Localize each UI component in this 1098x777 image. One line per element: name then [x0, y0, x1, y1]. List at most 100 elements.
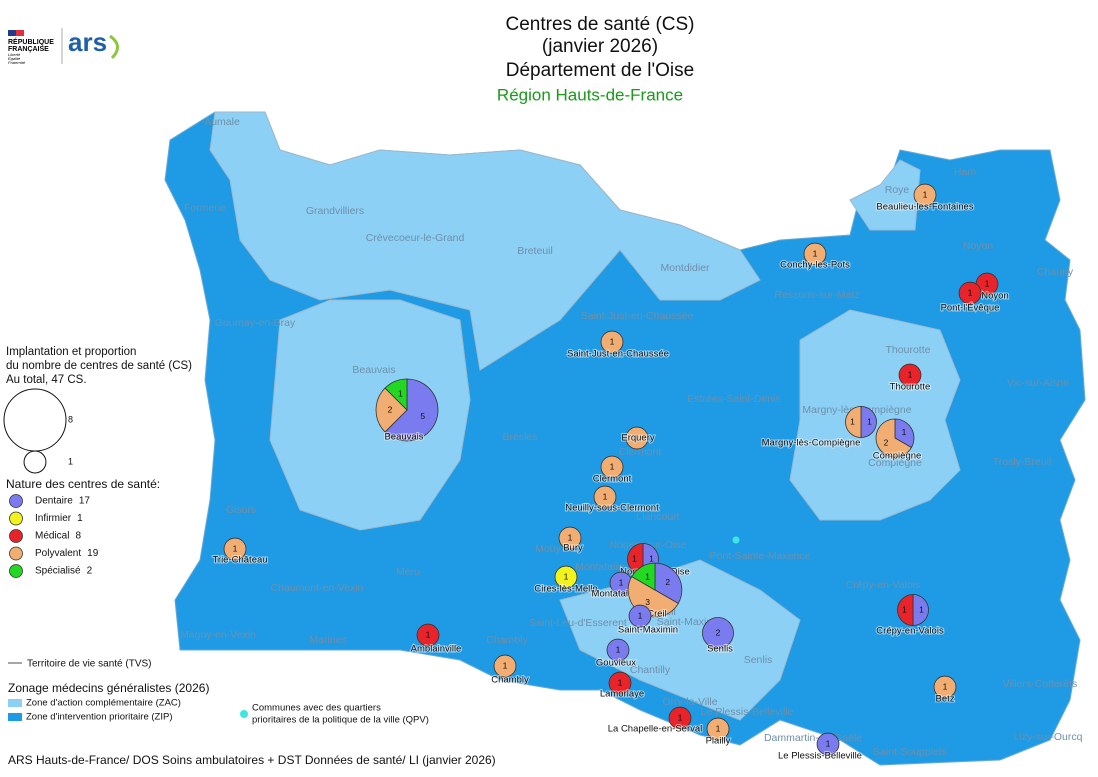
title-line: (janvier 2026) — [542, 36, 658, 57]
logo-swoosh — [109, 34, 119, 60]
centre-label: Amblainville — [411, 644, 462, 655]
logo-republique: RÉPUBLIQUE FRANÇAISE Liberté Égalité Fra… — [8, 27, 119, 65]
size-legend-title: Au total, 47 CS. — [6, 374, 87, 386]
region-title: Région Hauts-de-France — [497, 85, 683, 104]
centre-label: Crépy-en-Valois — [876, 626, 944, 637]
zac-zone — [209, 111, 761, 371]
pie-slice — [375, 387, 408, 433]
centre: 1 Noyon — [975, 272, 1010, 303]
slice-count: 1 — [610, 336, 615, 346]
territory-label: Saint-Soupplets — [873, 746, 947, 758]
centre-label: Pont-l'Évêque — [941, 303, 1000, 314]
territory-label: Crèvecoeur-le-Grand — [366, 232, 465, 244]
centre-label: Beauvais — [384, 432, 423, 443]
centre-label: Clermont — [593, 474, 632, 485]
pie-slice — [606, 638, 630, 662]
pie-slice — [493, 654, 517, 678]
pie-slice — [668, 706, 692, 730]
zonage-swatch — [8, 713, 22, 721]
territory-label: Thourotte — [886, 344, 931, 356]
territory-label: Noyon — [963, 240, 994, 252]
logo-text: FRANÇAISE — [8, 46, 49, 53]
territory-label: Vic-sur-Aisne — [1007, 377, 1069, 389]
centre: 1 Chambly — [490, 654, 530, 687]
logo-motto: Égalité — [8, 56, 21, 61]
pie-slice — [933, 675, 957, 699]
nature-swatch — [9, 529, 23, 543]
centre-label: Bury — [563, 543, 583, 554]
centre: 1 Clermont — [592, 455, 633, 486]
centre-label: Thourotte — [890, 382, 931, 393]
slice-count: 1 — [618, 677, 623, 687]
zonage-swatch — [8, 699, 22, 707]
territory-label: Saint-Just-en-Chaussée — [581, 310, 694, 322]
territory-label: Chaumont-en-Vexin — [271, 582, 364, 594]
centre-label: La Chapelle-en-Serval — [608, 724, 703, 735]
territory-label: Marines — [309, 634, 346, 646]
centre: 1 Neuilly-sous-Clermont — [564, 485, 660, 515]
territory-label: Roye — [885, 184, 910, 196]
slice-count: 2 — [665, 577, 670, 587]
qpv-label: Communes avec des quartiers — [252, 703, 381, 714]
centre-label: Conchy-les-Pots — [780, 260, 850, 271]
centre-label: Le Plessis-Belleville — [778, 751, 862, 762]
pie-slice — [593, 485, 617, 509]
slice-count: 1 — [813, 248, 818, 258]
territory-label: Méru — [396, 566, 420, 578]
pie-slice — [860, 406, 877, 438]
centre: 1 Betz — [933, 675, 957, 706]
logo-ars: ars — [68, 27, 107, 57]
size-legend-title: du nombre de centres de santé (CS) — [6, 360, 192, 372]
title-line: Centres de santé (CS) — [505, 14, 694, 35]
slice-count: 1 — [678, 712, 683, 722]
centre: 1 Conchy-les-Pots — [779, 242, 851, 272]
qpv-marker — [732, 536, 740, 544]
slice-count: 2 — [884, 437, 889, 447]
nature-count: 2 — [87, 566, 93, 577]
centre-label: Margny-lès-Compiègne — [762, 438, 861, 449]
centre: 1 1 Crépy-en-Valois — [875, 594, 945, 638]
centre: 1 Montataire — [591, 571, 637, 601]
centre: 1 La Chapelle-en-Serval — [607, 706, 703, 736]
logo-text: RÉPUBLIQUE — [8, 37, 54, 46]
centre-label: Saint-Maximin — [618, 625, 678, 636]
territory-label: Liancourt — [636, 511, 679, 523]
territory-label: Clermont — [619, 446, 662, 458]
territory-label: Beauvais — [352, 364, 395, 376]
nature-legend: Dentaire 17 Infirmier 1 Médical 8 Polyvalent 19… — [9, 494, 99, 578]
nature-count: 19 — [87, 548, 99, 559]
centre: 1 Thourotte — [889, 363, 931, 394]
centre-label: Senlis — [707, 644, 733, 655]
slice-count: 1 — [649, 553, 654, 563]
slice-count: 1 — [503, 660, 508, 670]
pie-slice — [631, 562, 656, 591]
centre: 1 Lamorlaye — [599, 671, 645, 701]
slice-count: 1 — [635, 432, 640, 442]
nature-legend-title: Nature des centres de santé: — [6, 477, 160, 491]
centre: 1 Gouvieux — [595, 638, 637, 670]
zonage-title: Zonage médecins généralistes (2026) — [8, 681, 209, 695]
size-legend-title: Implantation et proportion — [6, 346, 136, 358]
territory-label: Ham — [954, 166, 976, 178]
slice-count: 1 — [645, 571, 650, 581]
centre-label: Gouvieux — [596, 658, 636, 669]
territory-label: Senlis — [744, 654, 773, 666]
slice-count: 1 — [616, 644, 621, 654]
logo-motto: Fraternité — [8, 60, 26, 65]
flag-red — [16, 30, 24, 36]
territory-label: Chantilly — [630, 664, 671, 676]
nature-swatch — [9, 494, 23, 508]
centre: 1 Cires-lès-Mello — [533, 565, 599, 596]
slice-count: 1 — [619, 577, 624, 587]
territory-label: Saint-Leu-d'Esserent — [529, 617, 627, 629]
slice-count: 1 — [968, 287, 973, 297]
size-value: 8 — [68, 414, 73, 424]
qpv-symbol — [240, 710, 248, 718]
territory-label: Montdidier — [660, 262, 710, 274]
zonage-label: Zone d'intervention prioritaire (ZIP) — [26, 712, 173, 723]
nature-count: 17 — [79, 496, 91, 507]
territory-label: Ressons-sur-Matz — [774, 289, 859, 301]
